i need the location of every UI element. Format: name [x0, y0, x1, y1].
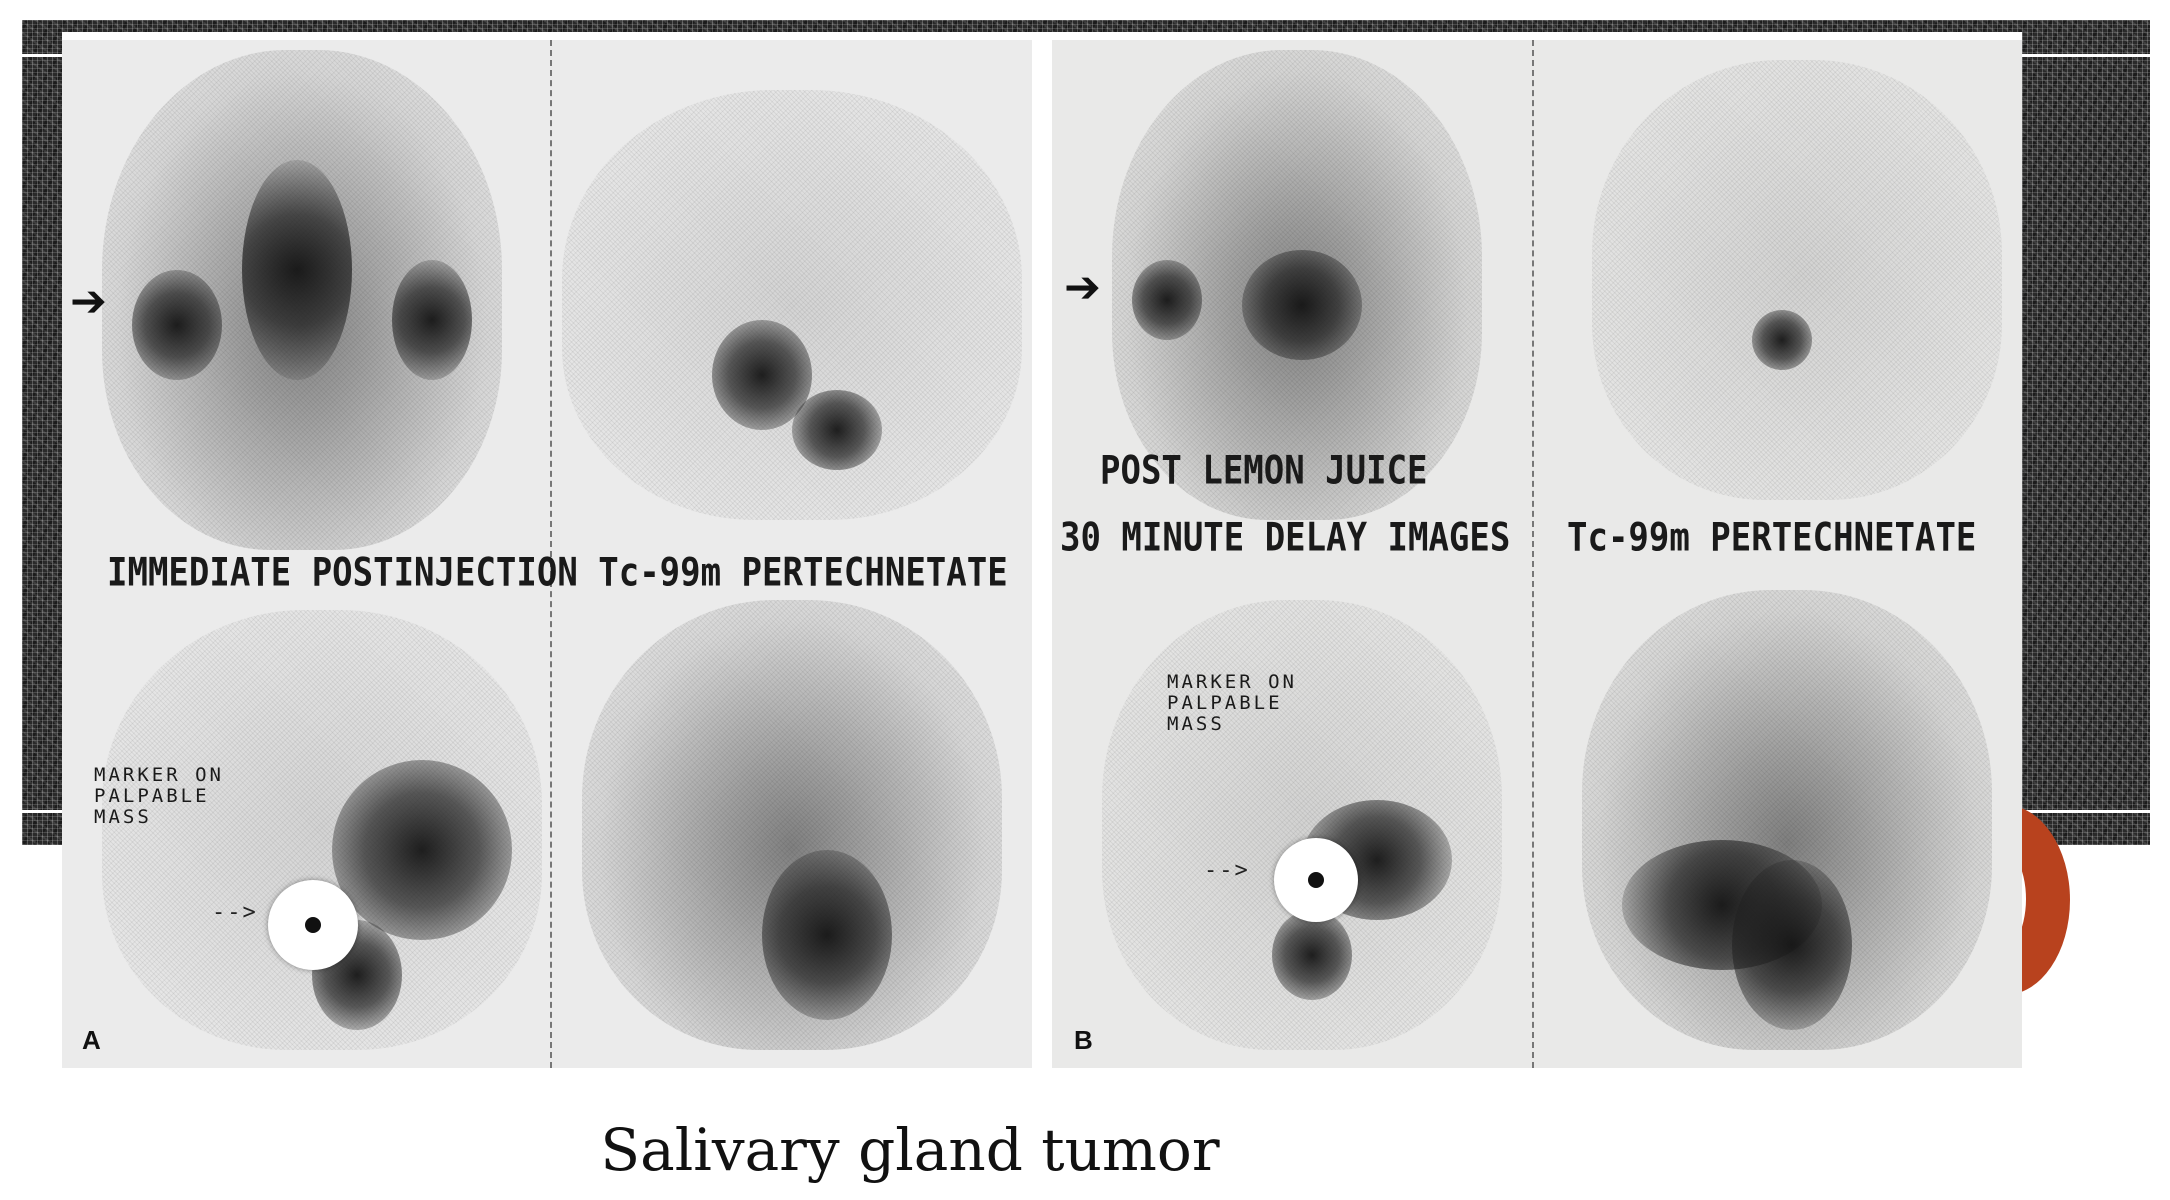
- scan-a-lateral-marker: [102, 610, 542, 1050]
- scan-a-frontal: [102, 50, 502, 550]
- palpable-mass-marker-a: [268, 880, 358, 970]
- scan-a-frontal-right-uptake: [392, 260, 472, 380]
- dashed-arrow-a: -->: [212, 900, 258, 925]
- scan-b-lateral-marker: [1102, 600, 1502, 1050]
- scan-a-lateral-top: [562, 90, 1022, 520]
- scan-a-marker-uptake: [332, 760, 512, 940]
- label-immediate-postinjection: IMMEDIATE POSTINJECTION Tc-99m PERTECHNE…: [107, 550, 1008, 596]
- scan-b-bottom-uptake-2: [1732, 860, 1852, 1030]
- panel-a-divider: [550, 40, 552, 1068]
- slide-caption: Salivary gland tumor: [600, 1116, 1220, 1184]
- scan-a-lateral-uptake-1: [712, 320, 812, 430]
- scan-b-frontal: [1112, 50, 1482, 520]
- scan-b-marker-lower-uptake: [1272, 910, 1352, 1000]
- scintigraphy-figure: ➔ IMMEDIATE POSTINJECTION Tc-99m PERTECH…: [62, 32, 2022, 1092]
- scan-b-lateral-bottom: [1582, 590, 1992, 1050]
- panel-b: ➔ POST LEMON JUICE 30 MINUTE DELAY IMAGE…: [1052, 40, 2022, 1068]
- panel-a: ➔ IMMEDIATE POSTINJECTION Tc-99m PERTECH…: [62, 40, 1032, 1068]
- panel-letter-b: B: [1074, 1025, 1093, 1055]
- scan-a-frontal-center-uptake: [242, 160, 352, 380]
- label-post-lemon-juice: POST LEMON JUICE: [1100, 448, 1428, 494]
- scan-a-lateral-uptake-2: [792, 390, 882, 470]
- marker-note-a: MARKER ON PALPABLE MASS: [94, 764, 224, 828]
- arrow-right-icon: ➔: [1064, 262, 1101, 313]
- panel-letter-a: A: [82, 1025, 101, 1055]
- panel-b-divider: [1532, 40, 1534, 1068]
- scan-b-lateral-uptake: [1752, 310, 1812, 370]
- scan-a-bottom-uptake: [762, 850, 892, 1020]
- label-tc99m-pertechnetate: Tc-99m PERTECHNETATE: [1567, 515, 1977, 561]
- scan-a-frontal-left-uptake: [132, 270, 222, 380]
- dashed-arrow-b: -->: [1204, 858, 1250, 883]
- scan-b-lateral-top: [1592, 60, 2002, 500]
- palpable-mass-marker-b: [1274, 838, 1358, 922]
- arrow-right-icon: ➔: [70, 276, 107, 327]
- marker-note-b: MARKER ON PALPABLE MASS: [1167, 671, 1297, 735]
- scan-b-frontal-center-uptake: [1242, 250, 1362, 360]
- scan-b-frontal-left-uptake: [1132, 260, 1202, 340]
- scan-a-lateral-bottom: [582, 600, 1002, 1050]
- label-30-minute-delay: 30 MINUTE DELAY IMAGES: [1060, 515, 1511, 561]
